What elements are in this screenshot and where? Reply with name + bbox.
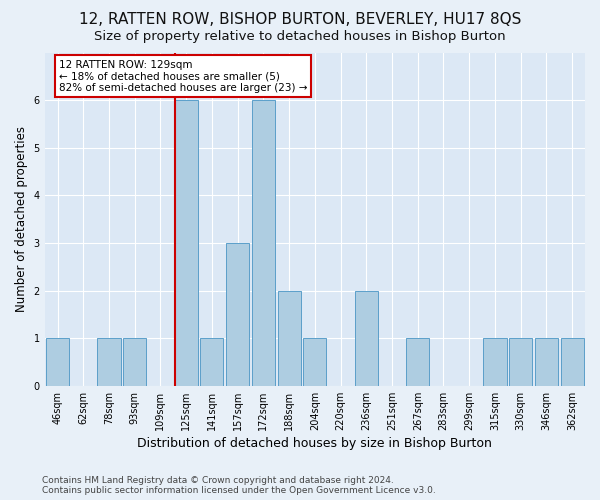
Text: 12 RATTEN ROW: 129sqm
← 18% of detached houses are smaller (5)
82% of semi-detac: 12 RATTEN ROW: 129sqm ← 18% of detached …	[59, 60, 307, 93]
Bar	[535, 338, 558, 386]
Bar	[200, 338, 223, 386]
Bar	[303, 338, 326, 386]
Bar	[278, 290, 301, 386]
Y-axis label: Number of detached properties: Number of detached properties	[15, 126, 28, 312]
Bar	[175, 100, 198, 386]
Text: 12, RATTEN ROW, BISHOP BURTON, BEVERLEY, HU17 8QS: 12, RATTEN ROW, BISHOP BURTON, BEVERLEY,…	[79, 12, 521, 28]
Bar	[123, 338, 146, 386]
Bar	[355, 290, 378, 386]
Bar	[97, 338, 121, 386]
Text: Contains public sector information licensed under the Open Government Licence v3: Contains public sector information licen…	[42, 486, 436, 495]
Bar	[406, 338, 430, 386]
Bar	[509, 338, 532, 386]
X-axis label: Distribution of detached houses by size in Bishop Burton: Distribution of detached houses by size …	[137, 437, 492, 450]
Text: Size of property relative to detached houses in Bishop Burton: Size of property relative to detached ho…	[94, 30, 506, 43]
Bar	[484, 338, 506, 386]
Text: Contains HM Land Registry data © Crown copyright and database right 2024.: Contains HM Land Registry data © Crown c…	[42, 476, 394, 485]
Bar	[560, 338, 584, 386]
Bar	[226, 243, 249, 386]
Bar	[46, 338, 69, 386]
Bar	[252, 100, 275, 386]
